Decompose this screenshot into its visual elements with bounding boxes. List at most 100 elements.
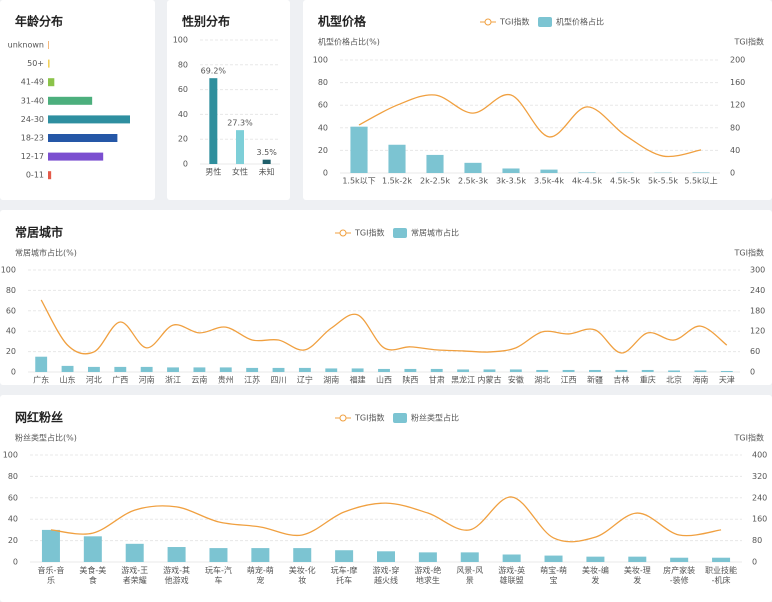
bar [83, 536, 102, 562]
bar [298, 367, 311, 372]
bar [483, 369, 496, 372]
bar [246, 367, 259, 372]
x-tick-label: 游戏-王者荣耀 [121, 565, 148, 585]
bar [87, 366, 100, 372]
legend-label: 粉丝类型占比 [411, 413, 459, 423]
legend-label: 常居城市占比 [411, 228, 459, 238]
y2-tick-label: 120 [730, 101, 745, 110]
bar [125, 543, 144, 562]
bar [388, 144, 406, 173]
x-tick-label: 安徽 [508, 375, 524, 385]
x-tick-label: 湖南 [323, 375, 339, 385]
bar [692, 172, 710, 173]
x-tick-label: 5k-5.5k [648, 177, 678, 186]
y-tick-label: 40 [8, 515, 18, 524]
y-axis-title: 常居城市占比(%) [15, 248, 77, 258]
category-label: 24-30 [21, 115, 44, 124]
y-tick-label: 40 [178, 110, 188, 119]
y2-tick-label: 320 [752, 472, 767, 481]
line [358, 94, 702, 158]
bar [48, 134, 118, 142]
x-tick-label: 房产家装-装修 [663, 565, 695, 585]
y2-tick-label: 80 [752, 536, 762, 545]
x-tick-label: 萌宠-萌宠 [247, 565, 274, 585]
label-line: 雄联盟 [500, 575, 524, 585]
y-tick-label: 20 [6, 347, 16, 356]
x-tick-label: 游戏-绝地求生 [414, 565, 441, 585]
bar [325, 368, 338, 372]
x-tick-label: 内蒙古 [477, 375, 501, 385]
x-tick-label: 1.5k-2k [382, 177, 412, 186]
y2-tick-label: 80 [730, 123, 740, 132]
bar [48, 78, 55, 87]
x-tick-label: 辽宁 [297, 375, 313, 385]
y2-tick-label: 400 [752, 451, 767, 460]
y-axis-title: 机型价格占比(%) [318, 37, 380, 47]
x-tick-label: 河北 [86, 375, 102, 385]
label-line: 玩车-汽 [205, 565, 232, 575]
bar [540, 169, 558, 173]
bar [114, 366, 127, 372]
y2-tick-label: 120 [750, 327, 765, 336]
label-line: 宝 [550, 575, 558, 585]
bar [641, 369, 654, 372]
bar [209, 548, 228, 562]
line [50, 496, 722, 543]
legend-label: TGI指数 [354, 228, 384, 238]
legend-swatch [393, 228, 407, 238]
bar [460, 552, 479, 562]
y-tick-label: 80 [318, 78, 328, 87]
label-line: 发 [591, 575, 599, 585]
legend-swatch [393, 413, 407, 423]
bar [167, 367, 179, 372]
bar [562, 369, 575, 372]
y2-tick-label: 40 [730, 146, 740, 155]
legend-label: 机型价格占比 [556, 17, 604, 27]
y2-tick-label: 160 [730, 78, 745, 87]
label-line: 美食-美 [79, 565, 106, 575]
x-tick-label: 江苏 [244, 375, 260, 385]
x-tick-label: 3.5k-4k [534, 177, 564, 186]
y2-axis-title: TGI指数 [734, 433, 764, 443]
x-tick-label: 未知 [259, 167, 275, 177]
bar [670, 557, 689, 562]
value-label: 3.5% [257, 148, 278, 157]
bar [544, 555, 563, 562]
x-tick-label: 浙江 [165, 375, 181, 385]
y-tick-label: 0 [13, 558, 18, 567]
y2-axis-title: TGI指数 [734, 37, 764, 47]
x-tick-label: 陕西 [402, 375, 418, 385]
card-title: 网红粉丝 [15, 410, 63, 425]
bar [193, 367, 206, 372]
label-line: 发 [633, 575, 641, 585]
label-line: 者荣耀 [123, 575, 147, 585]
x-tick-label: 天津 [719, 375, 735, 385]
label-line: 托车 [336, 575, 352, 585]
y2-tick-label: 60 [750, 347, 760, 356]
y-tick-label: 100 [1, 266, 16, 275]
x-tick-label: 海南 [692, 375, 708, 385]
card-title: 性别分布 [181, 14, 230, 29]
bar [350, 126, 368, 173]
x-tick-label: 贵州 [218, 375, 234, 385]
label-line: 美妆-编 [582, 565, 609, 575]
y-tick-label: 40 [6, 327, 16, 336]
x-tick-label: 甘肃 [429, 375, 445, 385]
legend-swatch [538, 17, 552, 27]
y2-axis-title: TGI指数 [734, 248, 764, 258]
x-tick-label: 江西 [561, 376, 577, 385]
y2-tick-label: 300 [750, 266, 765, 275]
x-tick-label: 3k-3.5k [496, 177, 526, 186]
label-line: 游戏-英 [498, 565, 525, 575]
x-tick-label: 美妆-理发 [624, 565, 651, 585]
x-tick-label: 云南 [191, 375, 207, 385]
label-line: 游戏-王 [121, 565, 148, 575]
x-tick-label: 重庆 [640, 375, 656, 385]
y-tick-label: 80 [178, 60, 188, 69]
y-tick-label: 20 [318, 146, 328, 155]
x-tick-label: 1.5k以下 [342, 177, 375, 186]
y-tick-label: 20 [8, 536, 18, 545]
bar [140, 366, 153, 372]
bar [430, 368, 443, 372]
y2-tick-label: 180 [750, 306, 765, 315]
